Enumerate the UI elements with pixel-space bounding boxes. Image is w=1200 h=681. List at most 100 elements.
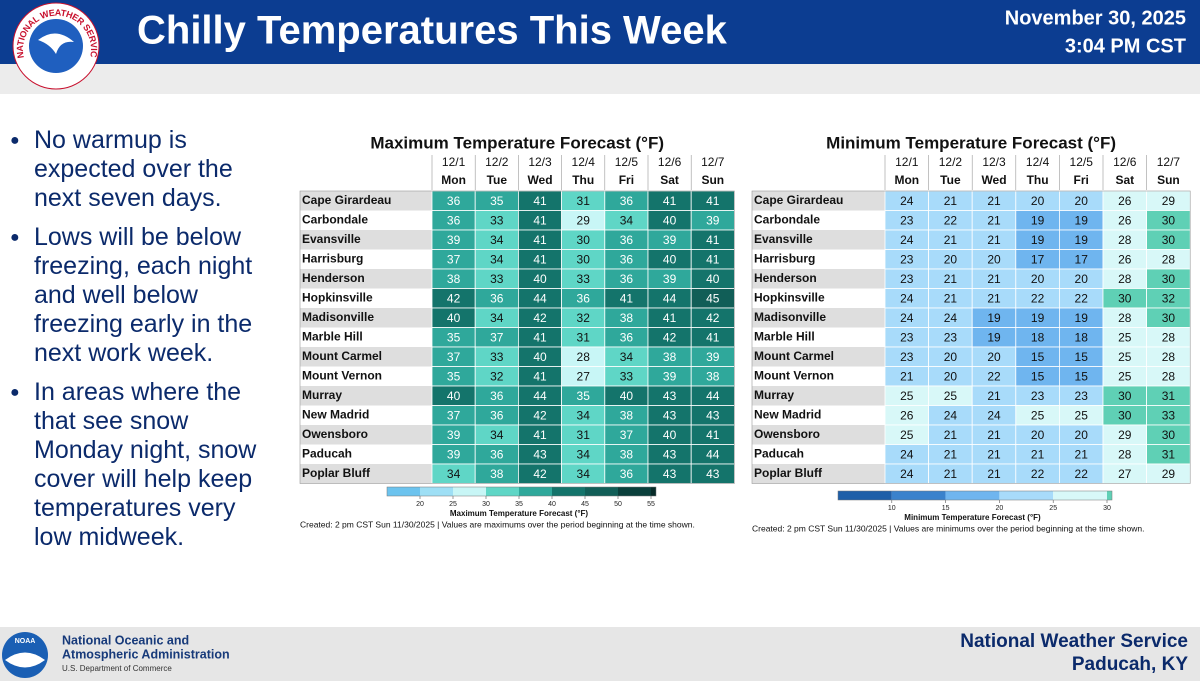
temp-value: 41 [533,194,547,208]
column-date: 12/2 [939,155,963,169]
temp-value: 26 [1118,194,1132,208]
temp-value: 25 [944,389,958,403]
temp-value: 42 [447,291,461,305]
temp-value: 24 [900,467,914,481]
office: National Weather Service [960,631,1188,652]
temp-value: 25 [900,389,914,403]
column-date: 12/4 [1026,155,1050,169]
table-border [751,190,1191,484]
city-cell [752,366,885,386]
city-cell [300,347,432,367]
city-cell [752,444,885,464]
temp-value: 36 [490,447,504,461]
temp-value: 36 [447,194,461,208]
temp-value: 32 [1162,291,1176,305]
colorbar-segment [1053,491,1107,500]
city-name: Owensboro [754,427,820,441]
colorbar-segment [585,487,618,496]
temp-value: 39 [706,350,720,364]
temp-value: 41 [533,369,547,383]
column-date: 12/3 [528,155,552,169]
temp-value: 19 [1031,213,1045,227]
colorbar-segment [453,487,486,496]
temp-value: 30 [1162,213,1176,227]
temp-value: 34 [577,447,591,461]
temp-value: 43 [663,389,677,403]
temp-value: 40 [533,272,547,286]
city-name: Murray [302,388,342,402]
temp-value: 31 [577,330,591,344]
temp-value: 34 [620,350,634,364]
city-cell [752,269,885,289]
temp-value: 34 [577,408,591,422]
temp-value: 25 [1031,408,1045,422]
time: 3:04 PM CST [1065,35,1186,57]
temp-value: 41 [533,233,547,247]
temp-value: 35 [447,369,461,383]
temp-value: 36 [620,330,634,344]
column-day: Wed [981,173,1006,187]
column-date: 12/6 [1113,155,1137,169]
city-cell [300,444,432,464]
colorbar-tick-label: 15 [942,505,950,512]
colorbar-segment [387,487,420,496]
temp-value: 19 [1031,311,1045,325]
city-cell [300,230,432,250]
temp-value: 37 [490,330,504,344]
temp-value: 40 [447,311,461,325]
column-date: 12/7 [1157,155,1181,169]
city-name: Mount Vernon [302,368,382,382]
temp-value: 20 [987,350,1001,364]
temp-value: 33 [577,272,591,286]
city-cell [752,191,885,211]
city-cell [752,308,885,328]
temp-value: 21 [944,428,958,442]
temp-value: 44 [706,447,720,461]
colorbar-tick-label: 10 [888,505,896,512]
temp-value: 29 [1118,428,1132,442]
temp-value: 32 [577,311,591,325]
footnote: Created: 2 pm CST Sun 11/30/2025 | Value… [752,523,1144,533]
city-cell [300,386,432,406]
column-date: 12/3 [982,155,1006,169]
temp-value: 30 [1118,408,1132,422]
temp-value: 34 [490,311,504,325]
colorbar-tick-label: 40 [548,501,556,508]
title: Chilly Temperatures This Week [137,9,728,53]
city-cell [300,308,432,328]
temp-value: 15 [1031,350,1045,364]
column-date: 12/2 [485,155,509,169]
temp-value: 36 [447,213,461,227]
bullet: No warmup is expected over the next seve… [10,126,272,213]
temp-value: 28 [1118,272,1132,286]
temp-value: 28 [1118,311,1132,325]
temp-value: 36 [620,233,634,247]
column-day: Thu [1027,173,1049,187]
bullet: In areas where the that see snow Monday … [10,378,272,552]
temp-value: 41 [706,428,720,442]
temp-value: 25 [1118,369,1132,383]
city-name: Mount Carmel [302,349,382,363]
temp-value: 43 [706,408,720,422]
column-day: Fri [1074,173,1089,187]
city-name: Evansville [754,232,813,246]
temp-value: 30 [577,252,591,266]
column-day: Sun [701,173,724,187]
temp-value: 22 [1075,467,1089,481]
temp-value: 38 [620,311,634,325]
temp-value: 30 [1162,272,1176,286]
temp-value: 43 [533,447,547,461]
temp-value: 21 [987,428,1001,442]
temp-value: 45 [706,291,720,305]
temp-value: 39 [663,272,677,286]
column-date: 12/7 [701,155,725,169]
bullet-list: No warmup is expected over the next seve… [10,126,272,562]
temp-value: 21 [944,233,958,247]
temp-value: 36 [620,467,634,481]
temp-value: 19 [1075,233,1089,247]
temp-value: 24 [900,194,914,208]
city-cell [300,269,432,289]
temp-value: 23 [1031,389,1045,403]
temp-value: 42 [533,467,547,481]
